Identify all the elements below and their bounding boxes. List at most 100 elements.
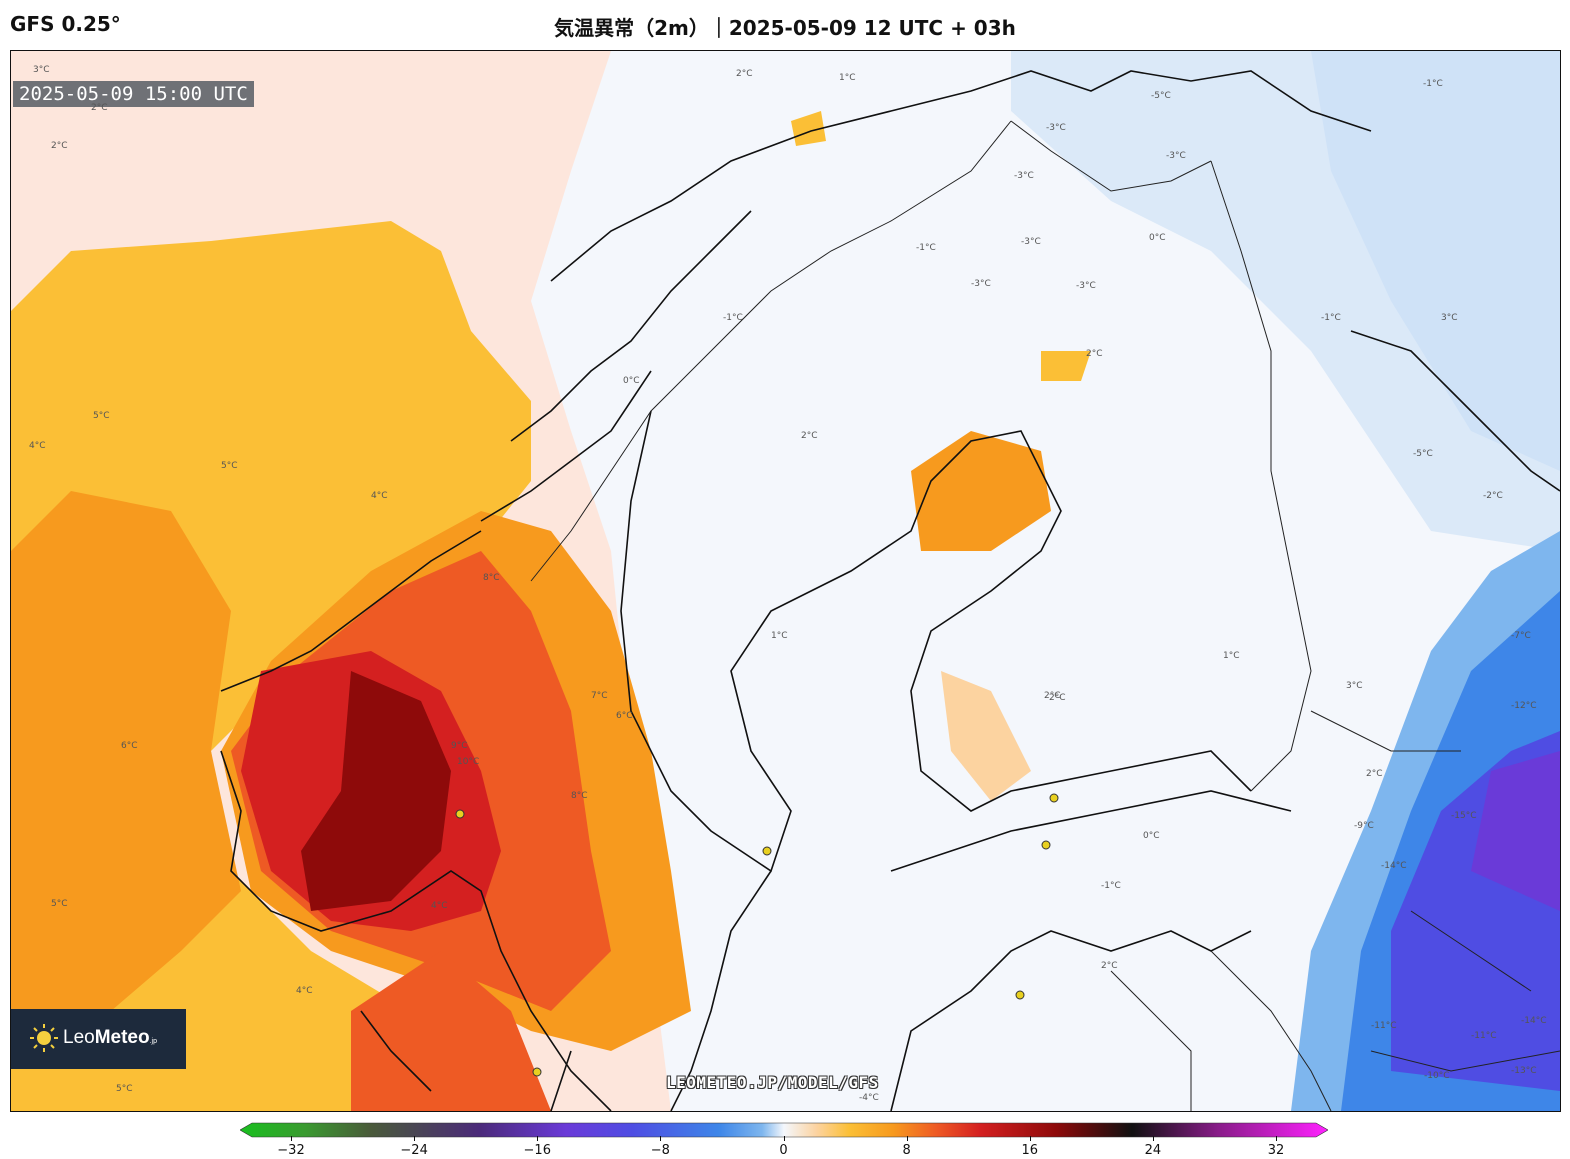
- contour-label: -11°C: [1471, 1031, 1497, 1041]
- source-watermark: LEOMETEO.JP/MODEL/GFS: [666, 1073, 879, 1092]
- contour-label: 4°C: [431, 901, 448, 911]
- colorbar-tick-label: 0: [779, 1143, 788, 1158]
- contour-label: 4°C: [371, 491, 388, 501]
- contour-label: 0°C: [1149, 233, 1166, 243]
- colorbar-tick-label: 16: [1021, 1143, 1039, 1158]
- field-cool-6: [1471, 751, 1560, 911]
- contour-label: -1°C: [723, 313, 743, 323]
- contour-label: 5°C: [116, 1084, 133, 1094]
- colorbar-tick-mark: [906, 1136, 908, 1141]
- contour-label: 10°C: [457, 757, 480, 767]
- city-marker-riga: [1015, 990, 1025, 1000]
- field-warm-coast: [791, 111, 826, 146]
- contour-label: -10°C: [1424, 1071, 1450, 1081]
- contour-label: 2°C: [1044, 691, 1061, 701]
- contour-label: -5°C: [1413, 449, 1433, 459]
- contour-label: 1°C: [1223, 651, 1240, 661]
- anomaly-map: 2025-05-09 15:00 UTC LeoMeteo.jp LEOMETE…: [10, 50, 1561, 1112]
- colorbar: [240, 1122, 1328, 1138]
- contour-label: 2°C: [1086, 349, 1103, 359]
- field-warm-finland: [941, 671, 1031, 801]
- contour-label: -14°C: [1381, 861, 1407, 871]
- contour-label: 8°C: [571, 791, 588, 801]
- colorbar-tick-label: 24: [1144, 1143, 1162, 1158]
- field-warm-lapland: [1041, 351, 1091, 381]
- contour-label: -13°C: [1511, 1066, 1537, 1076]
- contour-label: 6°C: [616, 711, 633, 721]
- colorbar-tick-mark: [783, 1136, 785, 1141]
- contour-label: -1°C: [1321, 313, 1341, 323]
- contour-label: -9°C: [1354, 821, 1374, 831]
- contour-label: -11°C: [1371, 1021, 1397, 1031]
- contour-label: -3°C: [971, 279, 991, 289]
- colorbar-tick-mark: [414, 1136, 416, 1141]
- contour-label: 9°C: [451, 741, 468, 751]
- field-warm-bothnia: [911, 431, 1051, 551]
- contour-label: 0°C: [1143, 831, 1160, 841]
- contour-label: -3°C: [1046, 123, 1066, 133]
- map-field: [11, 51, 1560, 1111]
- sun-icon: [30, 1024, 58, 1052]
- colorbar-tick-mark: [1029, 1136, 1031, 1141]
- contour-label: 5°C: [93, 411, 110, 421]
- colorbar-tick-label: −8: [650, 1143, 670, 1158]
- city-marker-copenhagen: [532, 1067, 542, 1077]
- colorbar-tick-mark: [1276, 1136, 1277, 1141]
- contour-label: 2°C: [801, 431, 818, 441]
- colorbar-tick-label: −24: [400, 1143, 428, 1158]
- contour-label: -1°C: [1423, 79, 1443, 89]
- contour-label: 2°C: [1101, 961, 1118, 971]
- contour-label: 3°C: [1346, 681, 1363, 691]
- contour-label: -14°C: [1521, 1016, 1547, 1026]
- city-marker-stockholm: [762, 846, 772, 856]
- contour-label: -4°C: [859, 1093, 879, 1103]
- contour-label: 5°C: [221, 461, 238, 471]
- contour-label: -1°C: [1101, 881, 1121, 891]
- city-markers: [455, 793, 1059, 1077]
- contour-label: 2°C: [1366, 769, 1383, 779]
- contour-label: 2°C: [51, 141, 68, 151]
- contour-label: 7°C: [591, 691, 608, 701]
- borders: [530, 120, 1560, 1111]
- contour-label: 5°C: [51, 899, 68, 909]
- contour-label: 1°C: [839, 73, 856, 83]
- contour-label: -3°C: [1076, 281, 1096, 291]
- coastlines: [220, 70, 1560, 1111]
- contour-label: -3°C: [1021, 237, 1041, 247]
- city-marker-oslo: [455, 809, 465, 819]
- colorbar-tick-label: 8: [902, 1143, 911, 1158]
- contour-label: 6°C: [121, 741, 138, 751]
- contour-label: 2°C: [1049, 693, 1066, 703]
- contour-label: 4°C: [296, 986, 313, 996]
- colorbar-tick-label: −16: [523, 1143, 551, 1158]
- contour-label: -1°C: [916, 243, 936, 253]
- contour-label: 3°C: [33, 65, 50, 75]
- field-warm-dk: [351, 951, 551, 1111]
- model-label: GFS 0.25°: [10, 12, 121, 36]
- contour-label: -7°C: [1511, 631, 1531, 641]
- colorbar-tick-mark: [291, 1136, 292, 1141]
- colorbar-tick-mark: [660, 1136, 662, 1141]
- colorbar-tick-mark: [537, 1136, 539, 1141]
- contour-label: -2°C: [1483, 491, 1503, 501]
- contour-label: 0°C: [623, 376, 640, 386]
- contour-label: -15°C: [1451, 811, 1477, 821]
- colorbar-tick-mark: [1152, 1136, 1154, 1141]
- leometeo-logo[interactable]: LeoMeteo.jp: [11, 1009, 186, 1069]
- contour-label: -12°C: [1511, 701, 1537, 711]
- city-marker-helsinki: [1049, 793, 1059, 803]
- field-cool-2: [1311, 51, 1560, 471]
- valid-time-label: 2025-05-09 15:00 UTC: [13, 81, 254, 107]
- city-marker-tallinn: [1041, 840, 1051, 850]
- contour-label: -5°C: [1151, 91, 1171, 101]
- contour-label: 2°C: [91, 103, 108, 113]
- contour-label: 1°C: [771, 631, 788, 641]
- field-warm-7: [301, 671, 451, 911]
- colorbar-tick-label: 32: [1267, 1143, 1285, 1158]
- contour-label: -3°C: [1014, 171, 1034, 181]
- contour-label: 4°C: [29, 441, 46, 451]
- contour-label: -3°C: [1166, 151, 1186, 161]
- colorbar-tick-label: −32: [277, 1143, 305, 1158]
- contour-label: 3°C: [1441, 313, 1458, 323]
- contour-label: 8°C: [483, 573, 500, 583]
